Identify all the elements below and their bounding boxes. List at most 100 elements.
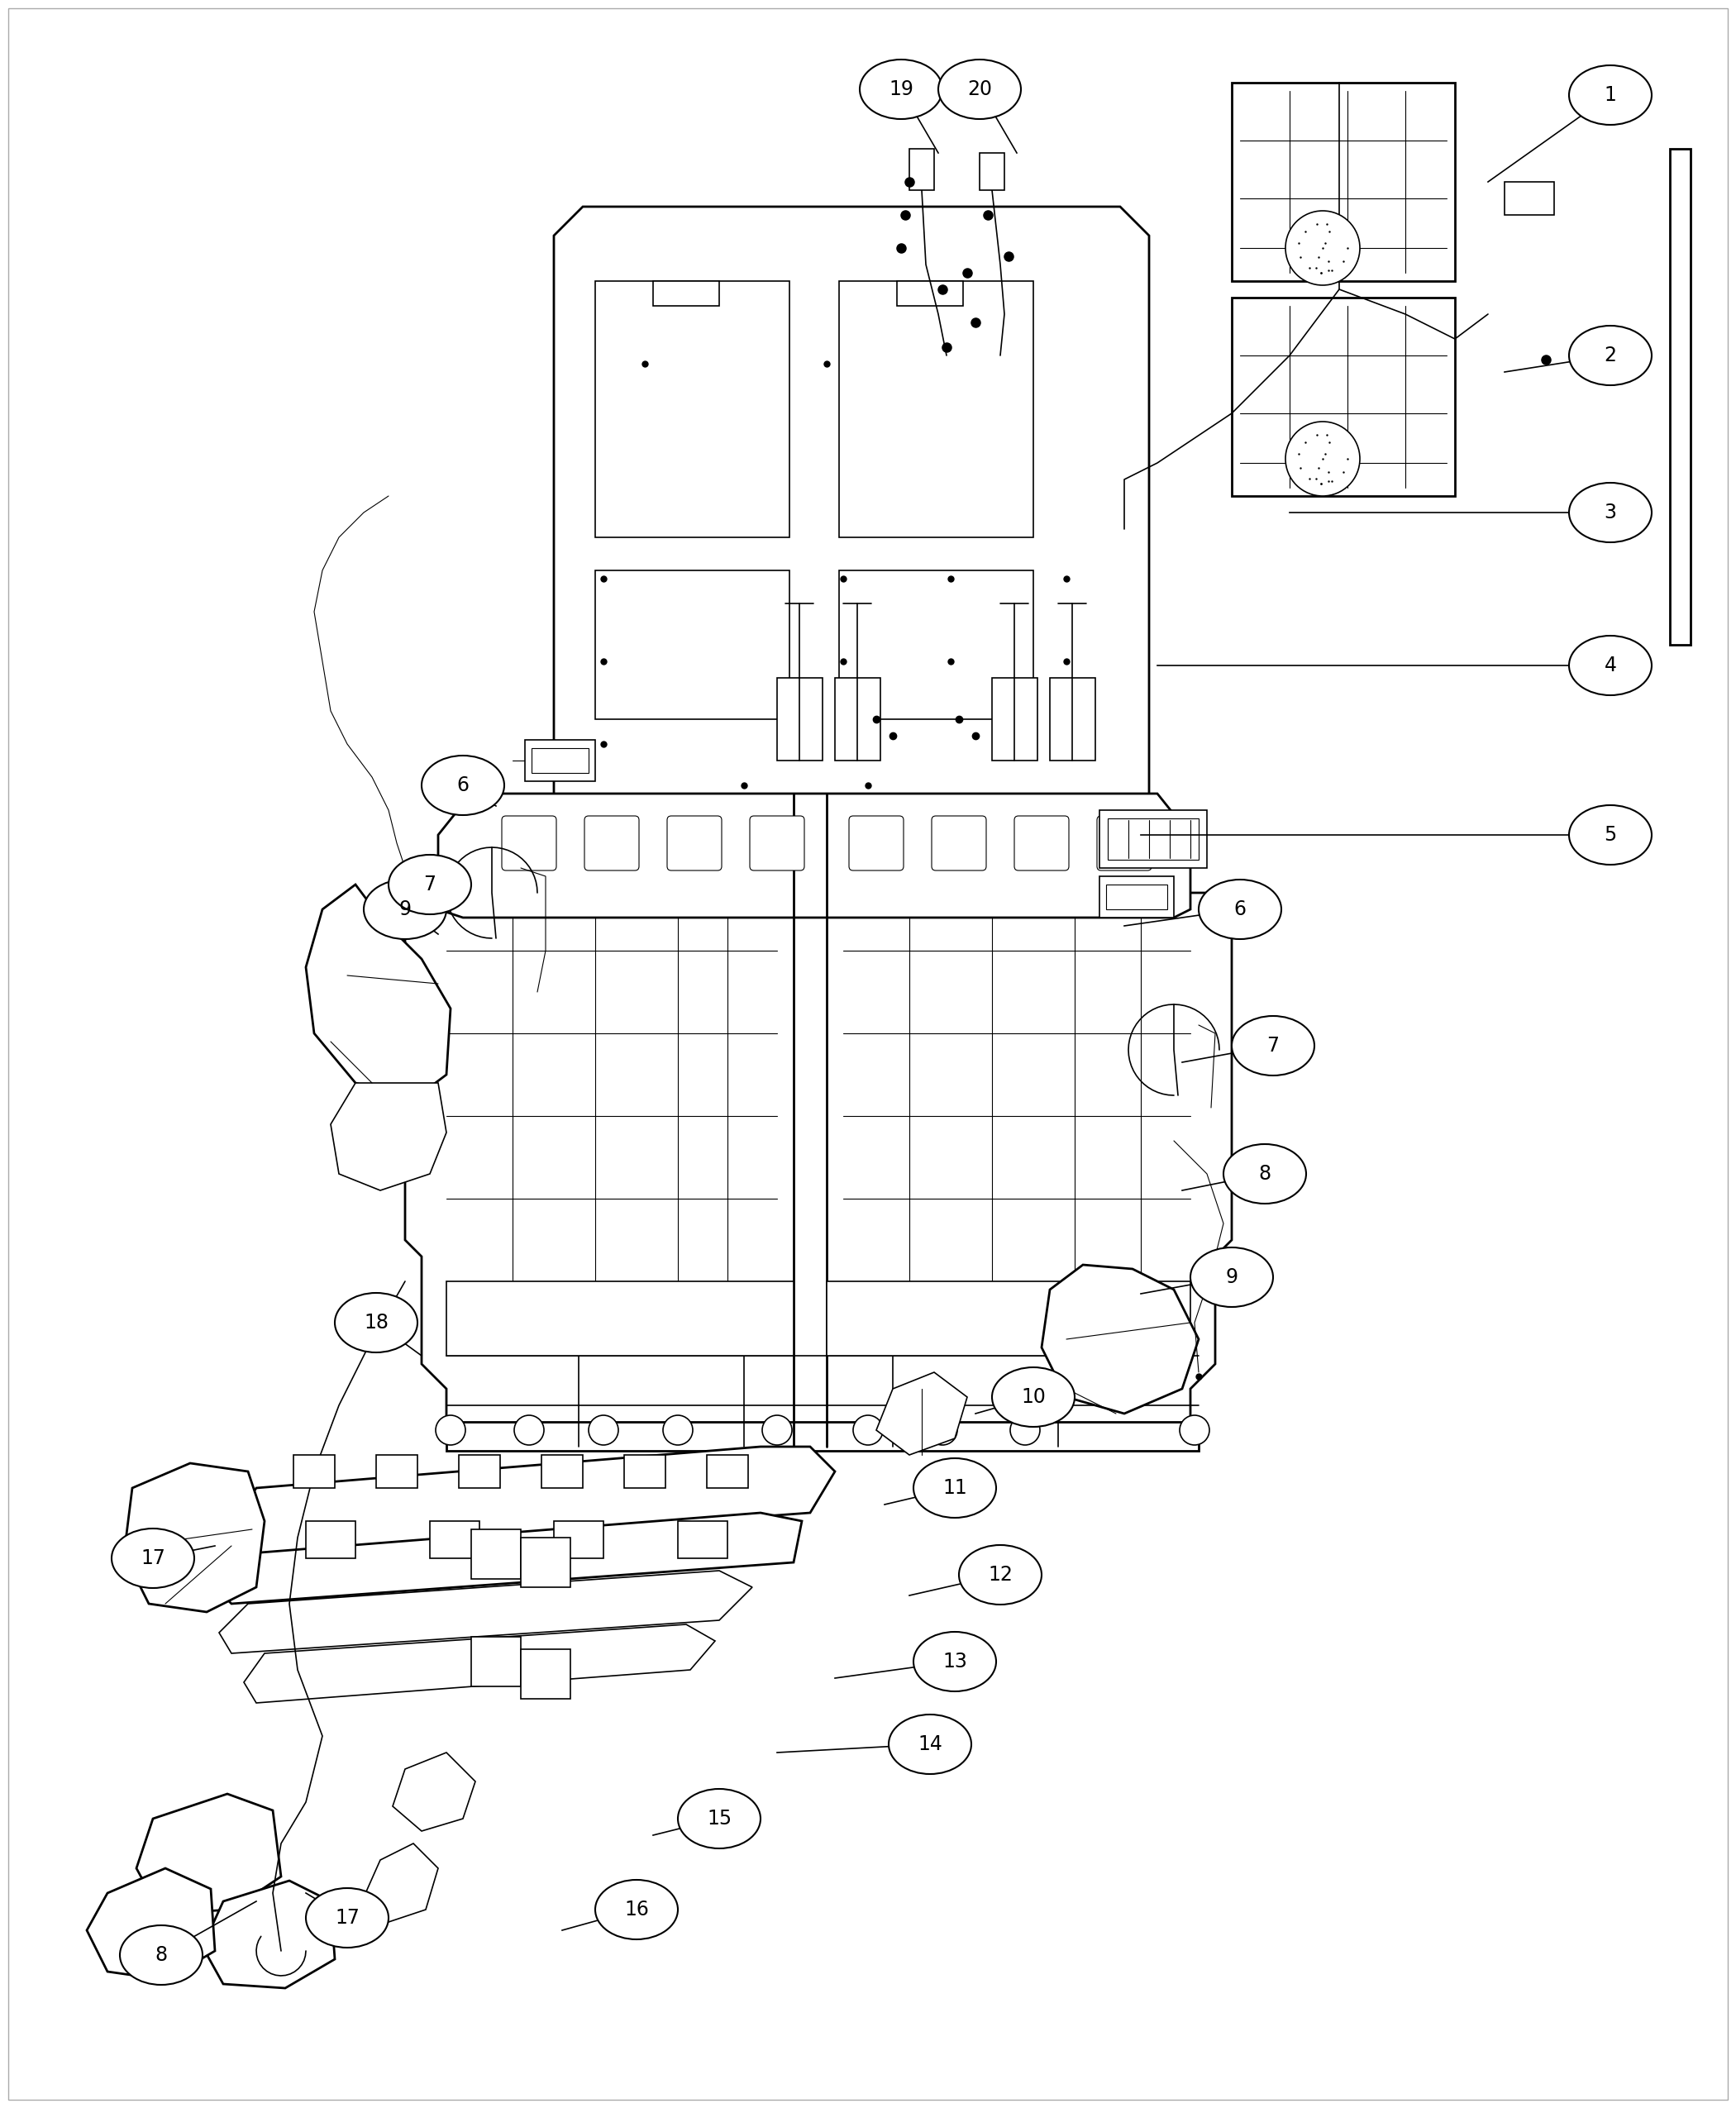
- Polygon shape: [446, 1282, 793, 1355]
- Ellipse shape: [859, 59, 943, 118]
- Polygon shape: [677, 1522, 727, 1558]
- FancyBboxPatch shape: [750, 816, 804, 871]
- Polygon shape: [137, 1794, 281, 1914]
- Polygon shape: [365, 1844, 437, 1922]
- Text: 4: 4: [1604, 656, 1616, 675]
- Text: 7: 7: [424, 875, 436, 894]
- Polygon shape: [293, 1455, 335, 1488]
- FancyBboxPatch shape: [1014, 816, 1069, 871]
- Text: 18: 18: [365, 1313, 389, 1332]
- Ellipse shape: [389, 854, 470, 915]
- Text: 9: 9: [399, 900, 411, 919]
- Polygon shape: [446, 1423, 1198, 1450]
- Text: 15: 15: [707, 1809, 731, 1828]
- Polygon shape: [1233, 82, 1455, 280]
- Text: 16: 16: [625, 1899, 649, 1920]
- Ellipse shape: [335, 1292, 417, 1353]
- Ellipse shape: [1569, 483, 1651, 542]
- Text: 5: 5: [1604, 824, 1616, 845]
- Circle shape: [589, 1414, 618, 1444]
- Polygon shape: [979, 154, 1005, 190]
- Polygon shape: [1233, 297, 1455, 495]
- Polygon shape: [524, 740, 595, 782]
- Ellipse shape: [889, 1714, 972, 1775]
- Ellipse shape: [958, 1545, 1042, 1604]
- FancyBboxPatch shape: [1097, 816, 1151, 871]
- Polygon shape: [437, 793, 1191, 917]
- Polygon shape: [1050, 679, 1095, 761]
- Polygon shape: [707, 1455, 748, 1488]
- Ellipse shape: [913, 1459, 996, 1518]
- FancyBboxPatch shape: [849, 816, 903, 871]
- FancyBboxPatch shape: [502, 816, 556, 871]
- Text: 11: 11: [943, 1478, 967, 1499]
- Ellipse shape: [1569, 65, 1651, 124]
- Polygon shape: [123, 1463, 264, 1613]
- Text: 3: 3: [1604, 502, 1616, 523]
- Text: 2: 2: [1604, 346, 1616, 365]
- Ellipse shape: [422, 755, 503, 816]
- Polygon shape: [521, 1648, 571, 1699]
- Polygon shape: [243, 1625, 715, 1703]
- Circle shape: [1010, 1414, 1040, 1444]
- Circle shape: [927, 1414, 957, 1444]
- Ellipse shape: [365, 879, 446, 938]
- Polygon shape: [1099, 877, 1174, 917]
- Polygon shape: [826, 1282, 1191, 1355]
- Polygon shape: [1042, 1265, 1198, 1414]
- Polygon shape: [838, 280, 1033, 538]
- Polygon shape: [306, 1522, 356, 1558]
- Circle shape: [852, 1414, 884, 1444]
- Ellipse shape: [1569, 805, 1651, 864]
- Text: 1: 1: [1604, 84, 1616, 105]
- Ellipse shape: [913, 1632, 996, 1691]
- Text: 17: 17: [141, 1549, 165, 1568]
- Text: 7: 7: [1267, 1035, 1279, 1056]
- Polygon shape: [595, 571, 790, 719]
- Text: 12: 12: [988, 1564, 1012, 1585]
- Polygon shape: [1505, 181, 1554, 215]
- Ellipse shape: [937, 59, 1021, 118]
- Text: 6: 6: [1234, 900, 1246, 919]
- Text: 14: 14: [918, 1735, 943, 1754]
- Circle shape: [762, 1414, 792, 1444]
- Ellipse shape: [1233, 1016, 1314, 1075]
- Polygon shape: [215, 1514, 802, 1604]
- Polygon shape: [224, 1446, 835, 1554]
- Ellipse shape: [595, 1880, 677, 1939]
- Ellipse shape: [677, 1790, 760, 1849]
- Polygon shape: [470, 1636, 521, 1686]
- Ellipse shape: [120, 1925, 203, 1986]
- Ellipse shape: [1191, 1248, 1272, 1307]
- Polygon shape: [531, 748, 589, 774]
- Polygon shape: [653, 280, 719, 306]
- Text: 17: 17: [335, 1908, 359, 1929]
- Ellipse shape: [111, 1528, 194, 1587]
- Polygon shape: [219, 1570, 752, 1653]
- Polygon shape: [625, 1455, 665, 1488]
- Ellipse shape: [1569, 327, 1651, 386]
- Polygon shape: [377, 1455, 417, 1488]
- Polygon shape: [392, 1752, 476, 1832]
- Polygon shape: [595, 280, 790, 538]
- Ellipse shape: [991, 1368, 1075, 1427]
- FancyBboxPatch shape: [932, 816, 986, 871]
- Circle shape: [514, 1414, 543, 1444]
- Polygon shape: [87, 1868, 215, 1979]
- Ellipse shape: [1224, 1145, 1305, 1204]
- Polygon shape: [910, 150, 934, 190]
- Text: 9: 9: [1226, 1267, 1238, 1288]
- Text: 8: 8: [1259, 1164, 1271, 1185]
- Polygon shape: [898, 280, 963, 306]
- FancyBboxPatch shape: [667, 816, 722, 871]
- Polygon shape: [554, 1522, 604, 1558]
- Text: 10: 10: [1021, 1387, 1045, 1406]
- Polygon shape: [1108, 818, 1198, 860]
- Circle shape: [1285, 422, 1359, 495]
- Polygon shape: [521, 1537, 571, 1587]
- Text: 6: 6: [457, 776, 469, 795]
- Circle shape: [663, 1414, 693, 1444]
- Text: 13: 13: [943, 1653, 967, 1672]
- Polygon shape: [470, 1528, 521, 1579]
- Ellipse shape: [306, 1889, 389, 1948]
